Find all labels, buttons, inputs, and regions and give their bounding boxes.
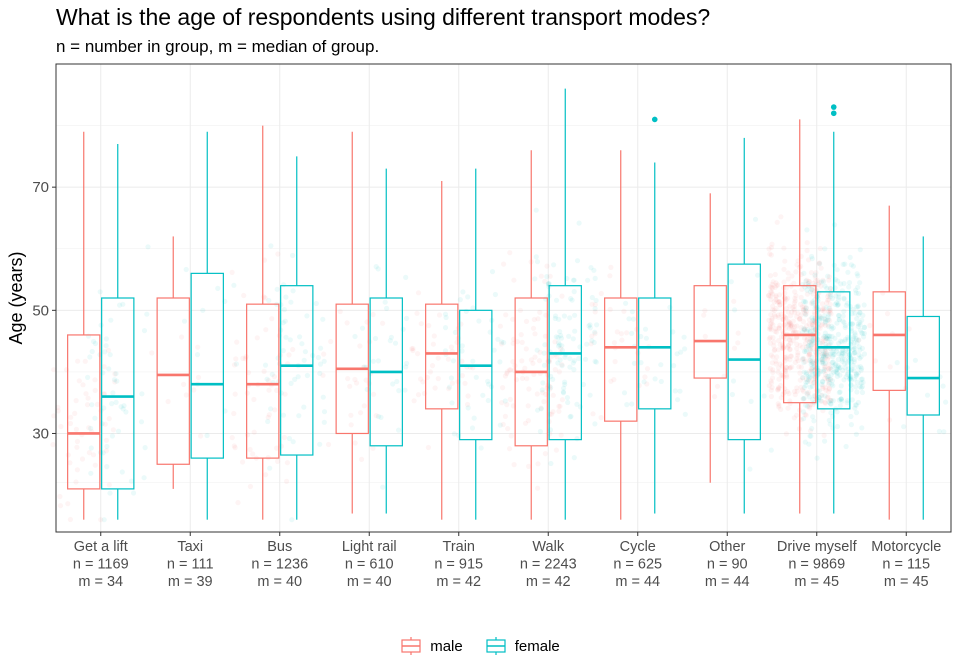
box-male: [335, 131, 369, 514]
y-tick-label: 30: [32, 425, 49, 442]
x-tick-label: Bus: [267, 539, 292, 555]
box-male: [425, 181, 459, 520]
x-tick-m-label: m = 39: [168, 574, 213, 590]
outlier-point: [651, 116, 658, 123]
x-tick-m-label: m = 45: [794, 574, 839, 590]
box-female: [280, 156, 314, 520]
legend-label-female: female: [514, 637, 560, 655]
box-iqr: [727, 263, 761, 441]
box-iqr: [280, 285, 314, 456]
box-female: [638, 116, 672, 514]
box-iqr: [548, 285, 582, 441]
x-tick-m-label: m = 40: [257, 574, 302, 590]
box-female: [101, 144, 135, 520]
x-tick-n-label: n = 9869: [788, 557, 845, 573]
x-tick-n-label: n = 610: [345, 557, 394, 573]
x-tick-m-label: m = 42: [526, 574, 571, 590]
x-tick-label: Taxi: [177, 539, 203, 555]
x-tick-label: Motorcycle: [871, 539, 941, 555]
outlier-point: [830, 110, 837, 117]
outlier-point: [830, 104, 837, 110]
box-iqr: [156, 297, 190, 465]
box-female: [459, 168, 493, 520]
x-tick-m-label: m = 44: [615, 574, 660, 590]
box-iqr: [783, 285, 817, 404]
x-tick-n-label: n = 625: [613, 557, 662, 573]
legend-item-male: male: [400, 636, 463, 656]
y-tick-label: 50: [32, 302, 49, 319]
x-tick-m-label: m = 34: [78, 574, 123, 590]
x-tick-m-label: m = 44: [705, 574, 750, 590]
box-iqr: [817, 291, 851, 410]
box-iqr: [425, 303, 459, 410]
box-iqr: [67, 334, 101, 490]
x-tick-m-label: m = 42: [436, 574, 481, 590]
box-iqr: [459, 309, 493, 441]
box-female: [190, 131, 224, 520]
x-tick-label: Drive myself: [777, 539, 858, 555]
box-male: [604, 150, 638, 520]
legend-label-male: male: [430, 637, 463, 655]
grid-lines: [56, 64, 951, 532]
box-male: [246, 125, 280, 520]
x-tick-n-label: n = 1236: [251, 557, 308, 573]
x-tick-label: Light rail: [342, 539, 397, 555]
legend-key-male: [401, 637, 421, 655]
legend-item-female: female: [485, 636, 560, 656]
box-female: [548, 88, 582, 520]
box-male: [156, 236, 190, 489]
box-female: [906, 236, 940, 520]
x-tick-n-label: n = 111: [167, 557, 214, 573]
x-tick-n-label: n = 90: [707, 557, 748, 573]
box-female: [727, 137, 761, 514]
legend-key-female: [486, 637, 506, 655]
x-tick-label: Get a lift: [74, 539, 128, 555]
box-iqr: [101, 297, 135, 490]
y-axis-title: Age (years): [6, 251, 26, 344]
x-tick-n-label: n = 115: [882, 557, 930, 573]
legend: male female: [0, 636, 960, 656]
box-male: [67, 131, 101, 520]
x-tick-n-label: n = 2243: [520, 557, 577, 573]
x-tick-m-label: m = 40: [347, 574, 392, 590]
box-iqr: [693, 285, 727, 379]
y-tick-label: 70: [32, 179, 49, 196]
x-tick-n-label: n = 915: [434, 557, 483, 573]
box-iqr: [604, 297, 638, 422]
x-tick-label: Train: [443, 539, 476, 555]
box-iqr: [190, 272, 224, 459]
box-male: [783, 119, 817, 514]
x-tick-m-label: m = 45: [884, 574, 929, 590]
box-iqr: [246, 303, 280, 459]
box-male: [872, 205, 906, 520]
chart-title: What is the age of respondents using dif…: [56, 4, 711, 30]
plot-border: [55, 63, 952, 533]
chart-subtitle: n = number in group, m = median of group…: [56, 37, 380, 56]
box-iqr: [638, 297, 672, 410]
x-tick-label: Other: [709, 539, 745, 555]
plot-panel: [56, 64, 951, 532]
x-tick-label: Cycle: [620, 539, 656, 555]
box-male: [514, 150, 548, 520]
x-tick-label: Walk: [532, 539, 564, 555]
box-iqr: [906, 315, 940, 416]
box-male: [693, 193, 727, 483]
x-tick-n-label: n = 1169: [73, 557, 129, 573]
box-iqr: [872, 291, 906, 391]
box-female: [369, 168, 403, 514]
box-female: [817, 104, 851, 514]
